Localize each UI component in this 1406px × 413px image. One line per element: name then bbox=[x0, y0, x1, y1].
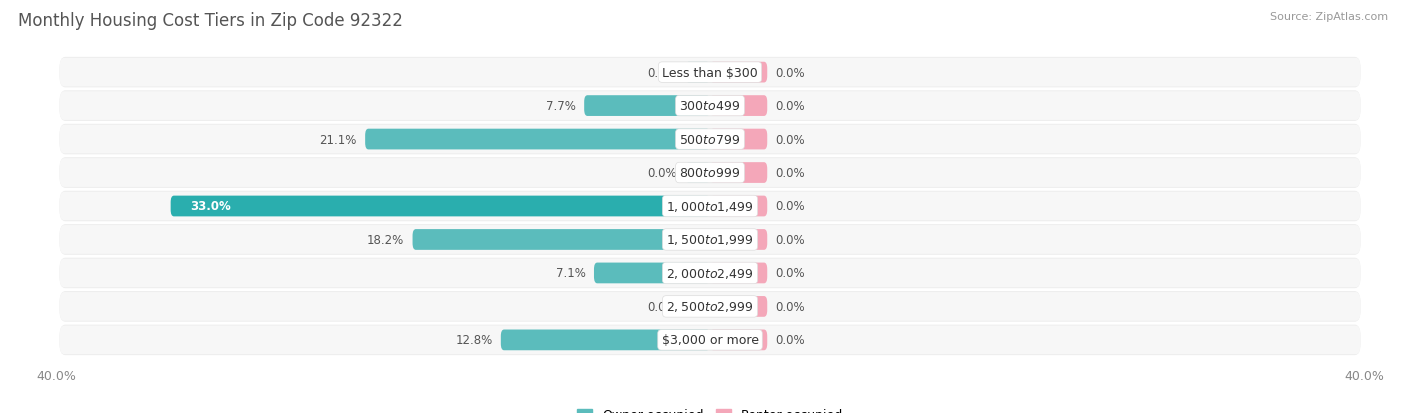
FancyBboxPatch shape bbox=[59, 225, 1361, 255]
Text: 0.0%: 0.0% bbox=[776, 334, 806, 347]
Text: $2,500 to $2,999: $2,500 to $2,999 bbox=[666, 300, 754, 313]
FancyBboxPatch shape bbox=[59, 58, 1361, 88]
FancyBboxPatch shape bbox=[686, 296, 710, 317]
FancyBboxPatch shape bbox=[59, 126, 1361, 154]
Text: 21.1%: 21.1% bbox=[319, 133, 357, 146]
Text: $300 to $499: $300 to $499 bbox=[679, 100, 741, 113]
FancyBboxPatch shape bbox=[59, 292, 1361, 322]
FancyBboxPatch shape bbox=[710, 263, 768, 284]
Text: $2,000 to $2,499: $2,000 to $2,499 bbox=[666, 266, 754, 280]
FancyBboxPatch shape bbox=[59, 225, 1361, 254]
FancyBboxPatch shape bbox=[593, 263, 710, 284]
Text: $800 to $999: $800 to $999 bbox=[679, 166, 741, 180]
Text: Monthly Housing Cost Tiers in Zip Code 92322: Monthly Housing Cost Tiers in Zip Code 9… bbox=[18, 12, 404, 30]
Text: 0.0%: 0.0% bbox=[776, 133, 806, 146]
Text: 12.8%: 12.8% bbox=[456, 334, 492, 347]
FancyBboxPatch shape bbox=[686, 163, 710, 183]
Text: Source: ZipAtlas.com: Source: ZipAtlas.com bbox=[1270, 12, 1388, 22]
Text: 18.2%: 18.2% bbox=[367, 233, 405, 247]
FancyBboxPatch shape bbox=[710, 163, 768, 183]
Text: 7.7%: 7.7% bbox=[546, 100, 576, 113]
FancyBboxPatch shape bbox=[366, 129, 710, 150]
FancyBboxPatch shape bbox=[59, 91, 1361, 121]
Text: 33.0%: 33.0% bbox=[190, 200, 231, 213]
FancyBboxPatch shape bbox=[710, 330, 768, 350]
FancyBboxPatch shape bbox=[170, 196, 710, 217]
Text: 0.0%: 0.0% bbox=[776, 100, 806, 113]
Text: 7.1%: 7.1% bbox=[555, 267, 586, 280]
Text: 0.0%: 0.0% bbox=[776, 267, 806, 280]
Text: 0.0%: 0.0% bbox=[776, 66, 806, 79]
FancyBboxPatch shape bbox=[59, 92, 1361, 121]
Text: $1,500 to $1,999: $1,500 to $1,999 bbox=[666, 233, 754, 247]
Text: $500 to $799: $500 to $799 bbox=[679, 133, 741, 146]
FancyBboxPatch shape bbox=[59, 125, 1361, 155]
FancyBboxPatch shape bbox=[59, 192, 1361, 221]
FancyBboxPatch shape bbox=[59, 258, 1361, 288]
FancyBboxPatch shape bbox=[59, 159, 1361, 188]
FancyBboxPatch shape bbox=[59, 59, 1361, 87]
FancyBboxPatch shape bbox=[710, 230, 768, 250]
Legend: Owner-occupied, Renter-occupied: Owner-occupied, Renter-occupied bbox=[572, 404, 848, 413]
FancyBboxPatch shape bbox=[501, 330, 710, 350]
FancyBboxPatch shape bbox=[710, 63, 768, 83]
Text: $1,000 to $1,499: $1,000 to $1,499 bbox=[666, 199, 754, 214]
Text: 0.0%: 0.0% bbox=[648, 66, 678, 79]
FancyBboxPatch shape bbox=[59, 325, 1361, 355]
FancyBboxPatch shape bbox=[59, 259, 1361, 287]
FancyBboxPatch shape bbox=[412, 230, 710, 250]
Text: Less than $300: Less than $300 bbox=[662, 66, 758, 79]
FancyBboxPatch shape bbox=[59, 326, 1361, 354]
FancyBboxPatch shape bbox=[583, 96, 710, 117]
Text: 0.0%: 0.0% bbox=[776, 200, 806, 213]
Text: 0.0%: 0.0% bbox=[648, 300, 678, 313]
FancyBboxPatch shape bbox=[59, 191, 1361, 222]
FancyBboxPatch shape bbox=[59, 158, 1361, 188]
Text: $3,000 or more: $3,000 or more bbox=[662, 334, 758, 347]
FancyBboxPatch shape bbox=[710, 96, 768, 117]
FancyBboxPatch shape bbox=[710, 129, 768, 150]
FancyBboxPatch shape bbox=[59, 292, 1361, 321]
Text: 0.0%: 0.0% bbox=[776, 233, 806, 247]
FancyBboxPatch shape bbox=[686, 63, 710, 83]
FancyBboxPatch shape bbox=[710, 196, 768, 217]
Text: 0.0%: 0.0% bbox=[776, 300, 806, 313]
Text: 0.0%: 0.0% bbox=[648, 166, 678, 180]
Text: 0.0%: 0.0% bbox=[776, 166, 806, 180]
FancyBboxPatch shape bbox=[710, 296, 768, 317]
